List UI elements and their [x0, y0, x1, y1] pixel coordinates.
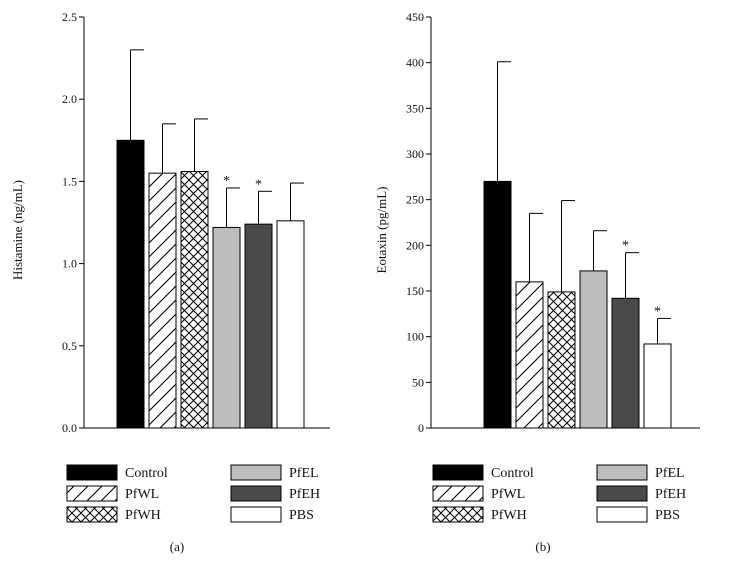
chart-a-significance-marker-pfel: * — [223, 174, 230, 189]
chart-b-y-tick-label: 250 — [406, 193, 424, 207]
chart-b-y-tick-label: 400 — [406, 56, 424, 70]
chart-a-legend-label-pbs: PBS — [289, 508, 314, 523]
chart-b-bar-pfwl — [515, 281, 544, 429]
chart-a-y-tick-label: 0.0 — [62, 421, 77, 435]
chart-b-y-tick-label: 200 — [406, 238, 424, 252]
chart-b-y-ticks: 0 50 100 150 200 250 300 350 400 450 — [406, 10, 431, 435]
chart-a-legend-label-pfwh: PfWH — [125, 508, 161, 523]
chart-a-panel-label: (a) — [170, 539, 184, 554]
chart-a-marks: * * — [116, 49, 305, 429]
chart-a-y-ticks: 0.0 0.5 1.0 1.5 2.0 2.5 — [62, 10, 84, 435]
chart-a-bar-control — [116, 139, 145, 429]
chart-b-legend-swatch-control — [432, 464, 484, 481]
chart-b-legend-swatch-pfel — [596, 464, 648, 481]
chart-a-significance-marker-pfeh: * — [255, 177, 262, 192]
chart-a-legend-swatch-pbs — [230, 506, 282, 523]
chart-b-legend-label-pfwl: PfWL — [491, 487, 525, 502]
chart-a-y-tick-label: 2.5 — [62, 10, 77, 24]
chart-b-bar-pfwh — [547, 291, 576, 429]
chart-a-y-tick-label: 2.0 — [62, 92, 77, 106]
chart-b-y-tick-label: 0 — [418, 421, 424, 435]
chart-b-y-tick-label: 450 — [406, 10, 424, 24]
chart-b-legend-swatch-pbs — [596, 506, 648, 523]
chart-b-significance-marker-pbs: * — [654, 304, 661, 319]
chart-b-panel-label: (b) — [535, 539, 550, 554]
chart-b-legend-swatch-pfwh — [432, 506, 484, 523]
chart-a-legend: Control PfWL PfWH PfEL PfEH PBS — [66, 464, 320, 523]
chart-b-legend-label-pfeh: PfEH — [655, 487, 686, 502]
chart-a-legend-label-pfel: PfEL — [289, 466, 319, 481]
chart-b-bar-pfel — [579, 270, 608, 429]
chart-b-marks: ** — [483, 61, 672, 429]
chart-b-y-tick-label: 150 — [406, 284, 424, 298]
chart-b-legend: Control PfWL PfWH PfEL PfEH PBS — [432, 464, 686, 523]
chart-b-y-tick-label: 100 — [406, 330, 424, 344]
chart-a-legend-label-control: Control — [125, 466, 168, 481]
chart-a-bar-pfwh — [180, 171, 209, 429]
chart-a-y-tick-label: 1.5 — [62, 174, 77, 188]
chart-a-bar-pfwl — [148, 172, 177, 429]
chart-a-legend-swatch-pfwh — [66, 506, 118, 523]
chart-a-legend-swatch-pfel — [230, 464, 282, 481]
chart-b-y-tick-label: 300 — [406, 147, 424, 161]
chart-b-bar-pbs — [643, 343, 672, 429]
chart-b-y-tick-label: 50 — [412, 375, 424, 389]
chart-a-legend-label-pfeh: PfEH — [289, 487, 320, 502]
chart-a-legend-swatch-pfwl — [66, 485, 118, 502]
chart-a-legend-swatch-control — [66, 464, 118, 481]
chart-b-y-tick-label: 350 — [406, 101, 424, 115]
chart-a-legend-label-pfwl: PfWL — [125, 487, 159, 502]
chart-b-legend-swatch-pfeh — [596, 485, 648, 502]
chart-b-significance-marker-pfeh: * — [622, 239, 629, 254]
chart-b-y-axis-label: Eotaxin (pg/mL) — [374, 186, 389, 273]
chart-b-legend-label-control: Control — [491, 466, 534, 481]
chart-a-bar-pbs — [276, 220, 305, 429]
chart-b-legend-label-pfwh: PfWH — [491, 508, 527, 523]
chart-a-y-axis-label: Histamine (ng/mL) — [10, 180, 25, 280]
chart-a-y-tick-label: 0.5 — [62, 339, 77, 353]
chart-b-legend-swatch-pfwl — [432, 485, 484, 502]
chart-b-legend-label-pbs: PBS — [655, 508, 680, 523]
chart-b-legend-label-pfel: PfEL — [655, 466, 685, 481]
chart-a-bar-pfel — [212, 226, 241, 429]
chart-a-legend-swatch-pfeh — [230, 485, 282, 502]
chart-a-bar-pfeh — [244, 223, 273, 429]
chart-b-bar-pfeh — [611, 297, 640, 429]
chart-panel-a: * * 0.00.51.01.52.02.5 Histamine (ng/mL) … — [10, 10, 330, 554]
chart-b-bar-control — [483, 180, 512, 429]
chart-a-y-tick-label: 1.0 — [62, 257, 77, 271]
